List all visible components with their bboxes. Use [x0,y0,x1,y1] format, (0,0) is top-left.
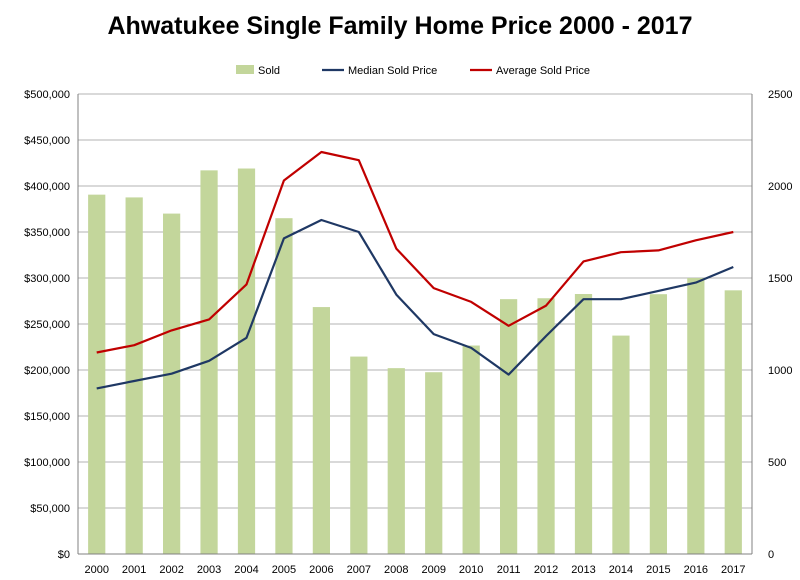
bar-sold [499,299,518,554]
bar-sold [237,168,256,554]
bar-sold [462,345,480,554]
chart-title: Ahwatukee Single Family Home Price 2000 … [107,12,693,40]
x-tick-label: 2003 [197,564,221,576]
line-median-sold-price [96,218,734,390]
legend-item-sold: Sold [236,65,280,77]
legend-item-median-sold-price: Median Sold Price [322,65,437,77]
line-average-sold-price [96,150,734,354]
x-tick-label: 2000 [84,564,108,576]
legend-swatch [236,65,254,74]
y-left-tick-label: $450,000 [24,135,70,147]
bar-sold [312,307,331,554]
legend-item-average-sold-price: Average Sold Price [470,65,590,77]
legend-label: Average Sold Price [496,65,590,77]
bar-sold [125,197,143,554]
y-right-tick-label: 500 [768,457,786,469]
y-right-tick-label: 0 [768,549,774,561]
y-left-tick-label: $350,000 [24,227,70,239]
y-right-tick-label: 2000 [768,181,792,193]
y-left-tick-label: $500,000 [24,89,70,101]
bar-sold [350,356,368,554]
x-tick-label: 2015 [646,564,670,576]
y-left-tick-label: $200,000 [24,365,70,377]
x-tick-label: 2014 [609,564,633,576]
x-tick-label: 2009 [421,564,445,576]
x-tick-label: 2004 [234,564,258,576]
bar-sold [724,290,742,554]
bar-layer [88,168,742,555]
bar-sold [275,218,293,554]
x-tick-label: 2010 [459,564,483,576]
legend: Sold Median Sold Price Average Sold Price [236,65,590,77]
y-left-tick-label: $150,000 [24,411,70,423]
bar-sold [649,294,668,554]
bar-sold [387,368,405,554]
bar-sold [425,372,443,554]
x-tick-label: 2011 [497,564,521,576]
x-tick-label: 2016 [684,564,708,576]
y-right-tick-label: 1000 [768,365,792,377]
y-right-tick-label: 2500 [768,89,792,101]
bar-sold [537,298,555,554]
y-left-tick-label: $100,000 [24,457,70,469]
x-tick-label: 2017 [721,564,745,576]
y-left-tick-label: $0 [58,549,70,561]
y-right-tick-label: 1500 [768,273,792,285]
legend-label: Sold [258,65,280,77]
bar-sold [687,278,705,554]
x-tick-label: 2005 [272,564,296,576]
x-tick-label: 2013 [571,564,595,576]
x-tick-label: 2007 [347,564,371,576]
x-tick-label: 2006 [309,564,333,576]
y-left-tick-label: $300,000 [24,273,70,285]
y-left-tick-label: $400,000 [24,181,70,193]
x-tick-label: 2002 [159,564,183,576]
bar-sold [574,294,593,554]
bar-sold [88,194,106,554]
x-tick-label: 2001 [122,564,146,576]
x-tick-label: 2012 [534,564,558,576]
bar-sold [162,213,181,554]
x-tick-label: 2008 [384,564,408,576]
bar-sold [612,335,630,554]
line-layer [96,150,734,390]
bar-sold [200,170,218,555]
grid-layer [78,93,752,555]
axis-layer: $0 $50,000 $100,000 $150,000 $200,000 $250,00… [24,89,792,576]
y-left-tick-label: $250,000 [24,319,70,331]
y-left-tick-label: $50,000 [30,503,70,515]
legend-label: Median Sold Price [348,65,437,77]
